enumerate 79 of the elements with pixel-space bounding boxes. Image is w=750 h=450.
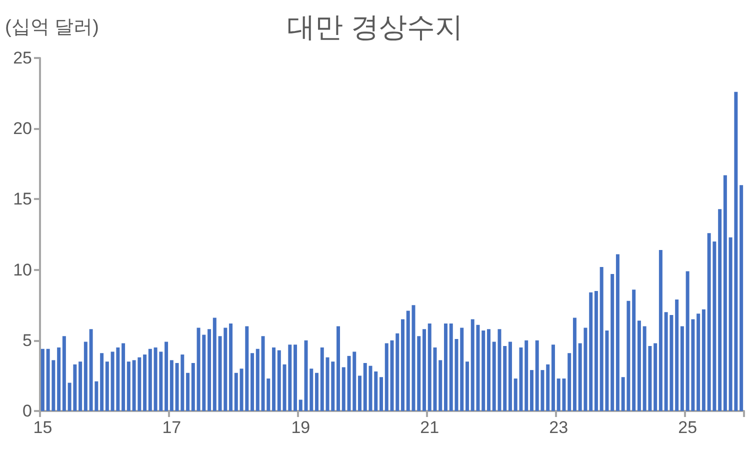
bar	[589, 292, 593, 411]
bar	[234, 372, 238, 411]
bar	[57, 347, 61, 411]
bar	[100, 353, 104, 411]
bar	[320, 347, 324, 411]
bar	[164, 342, 168, 411]
bar	[298, 400, 302, 411]
bar	[740, 185, 744, 411]
bar	[637, 320, 641, 411]
bar	[40, 348, 44, 411]
bar	[272, 347, 276, 411]
bar	[170, 360, 174, 411]
bar	[384, 343, 388, 411]
bar	[594, 290, 598, 411]
chart-title: 대만 경상수지	[287, 12, 463, 42]
y-tick-label: 5	[22, 330, 32, 350]
bar	[186, 372, 190, 411]
bar	[84, 342, 88, 411]
bar	[482, 330, 486, 411]
y-tick-label: 25	[13, 48, 32, 68]
bar	[256, 348, 260, 411]
bar	[723, 175, 727, 411]
x-tick-label: 19	[291, 418, 310, 437]
bar	[718, 209, 722, 411]
bar	[250, 353, 254, 411]
x-tick-label: 21	[420, 418, 440, 437]
y-axis-title: (십억 달러)	[5, 17, 99, 38]
bar	[148, 348, 152, 411]
bar	[503, 346, 507, 411]
bar	[105, 362, 109, 411]
bar	[380, 377, 383, 411]
bar	[696, 314, 700, 411]
bar	[191, 362, 195, 411]
bar	[143, 354, 147, 411]
x-tick-label: 17	[162, 418, 182, 437]
bar	[524, 340, 528, 411]
bar	[336, 326, 340, 411]
bar	[363, 362, 367, 411]
bar	[444, 323, 448, 411]
bar	[465, 362, 469, 411]
bar	[675, 299, 679, 411]
bar	[401, 319, 404, 411]
bar	[315, 372, 319, 411]
bar	[422, 329, 426, 411]
bar	[62, 336, 66, 411]
y-tick-label: 10	[13, 260, 32, 280]
bar	[486, 329, 490, 411]
bar	[568, 353, 572, 411]
bar	[572, 318, 576, 411]
bar	[358, 376, 362, 411]
y-tick-label: 20	[13, 119, 32, 138]
y-tick-label: 0	[22, 402, 32, 420]
bar	[342, 367, 346, 411]
bar	[680, 326, 684, 411]
bar	[122, 343, 126, 411]
bar	[78, 362, 82, 411]
bar	[126, 362, 130, 411]
bar	[212, 318, 216, 411]
bar	[632, 290, 636, 411]
bar	[551, 344, 555, 411]
x-tick-label: 23	[549, 418, 568, 437]
bar	[616, 254, 620, 411]
bar	[546, 364, 550, 411]
bar	[208, 329, 212, 411]
bar	[610, 274, 614, 411]
bar	[396, 333, 400, 411]
bar	[438, 360, 442, 411]
bar	[460, 328, 464, 411]
bar	[294, 344, 298, 411]
bar	[417, 336, 421, 411]
bar	[530, 370, 534, 411]
bar	[658, 250, 662, 411]
bar	[277, 350, 281, 411]
bar	[654, 343, 658, 411]
bar	[508, 342, 512, 411]
x-tick-label: 25	[678, 418, 698, 437]
bar	[702, 309, 706, 411]
y-tick-label: 15	[13, 190, 32, 209]
bar	[229, 323, 233, 411]
